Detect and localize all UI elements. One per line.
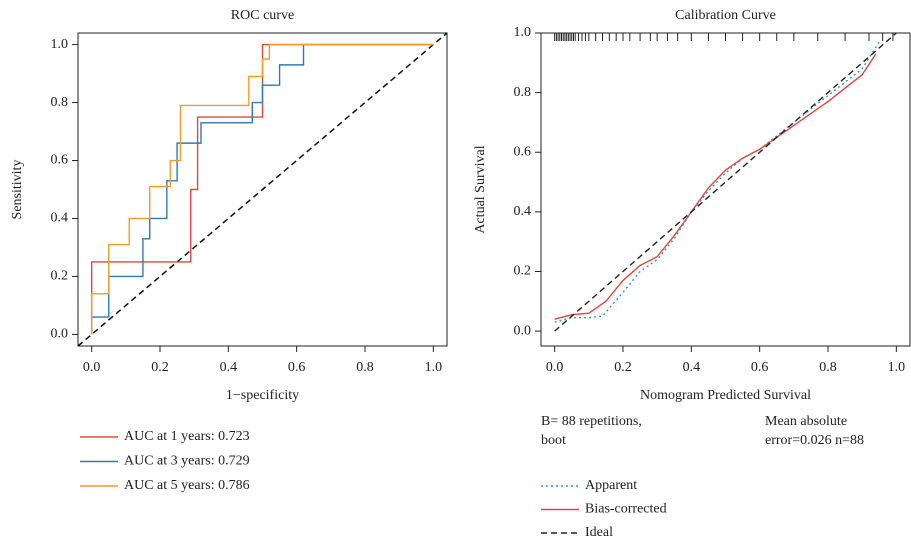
y-tick-label: 0.8 — [51, 95, 69, 110]
x-tick-label: 0.0 — [83, 360, 101, 375]
legend-label: AUC at 5 years: 0.786 — [124, 478, 250, 493]
legend-label: AUC at 3 years: 0.729 — [124, 454, 250, 469]
x-tick-label: 0.8 — [819, 360, 837, 375]
y-tick-label: 0.6 — [514, 144, 532, 159]
x-axis-title: Nomogram Predicted Survival — [640, 388, 811, 403]
y-tick-label: 0.6 — [51, 153, 69, 168]
x-tick-label: 0.4 — [220, 360, 238, 375]
legend-label: Ideal — [585, 525, 613, 540]
y-tick-label: 0.0 — [514, 323, 532, 338]
y-axis-title: Actual Survival — [473, 145, 488, 233]
x-tick-label: 0.2 — [614, 360, 632, 375]
y-axis-title: Sensitivity — [10, 160, 25, 220]
annotation: error=0.026 n=88 — [765, 433, 864, 448]
series-line — [90, 43, 434, 335]
x-tick-label: 0.6 — [751, 360, 769, 375]
y-tick-label: 0.8 — [514, 85, 532, 100]
plot-frame — [77, 32, 448, 347]
x-axis-title: 1−specificity — [226, 388, 299, 403]
chart-title: Calibration Curve — [675, 8, 776, 23]
y-tick-label: 1.0 — [514, 25, 532, 40]
x-tick-label: 1.0 — [425, 360, 443, 375]
y-tick-label: 0.2 — [514, 264, 532, 279]
y-tick-label: 0.4 — [514, 204, 532, 219]
series-line — [554, 32, 897, 332]
chart-title: ROC curve — [231, 8, 294, 23]
y-tick-label: 1.0 — [51, 37, 69, 52]
legend-label: Apparent — [585, 478, 637, 493]
annotation: B= 88 repetitions, — [541, 414, 642, 429]
x-tick-label: 1.0 — [888, 360, 906, 375]
series-line — [90, 43, 434, 335]
annotation: boot — [541, 433, 566, 448]
annotation: Mean absolute — [765, 414, 847, 429]
y-tick-label: 0.4 — [51, 211, 69, 226]
reference-diagonal — [77, 32, 448, 347]
series-line — [554, 41, 880, 323]
x-tick-label: 0.4 — [683, 360, 701, 375]
y-tick-label: 0.0 — [51, 327, 69, 342]
x-tick-label: 0.2 — [151, 360, 169, 375]
x-tick-label: 0.8 — [356, 360, 374, 375]
y-tick-label: 0.2 — [51, 269, 69, 284]
legend-label: AUC at 1 years: 0.723 — [124, 429, 250, 444]
legend-label: Bias-corrected — [585, 502, 667, 517]
x-tick-label: 0.0 — [546, 360, 564, 375]
x-tick-label: 0.6 — [288, 360, 306, 375]
